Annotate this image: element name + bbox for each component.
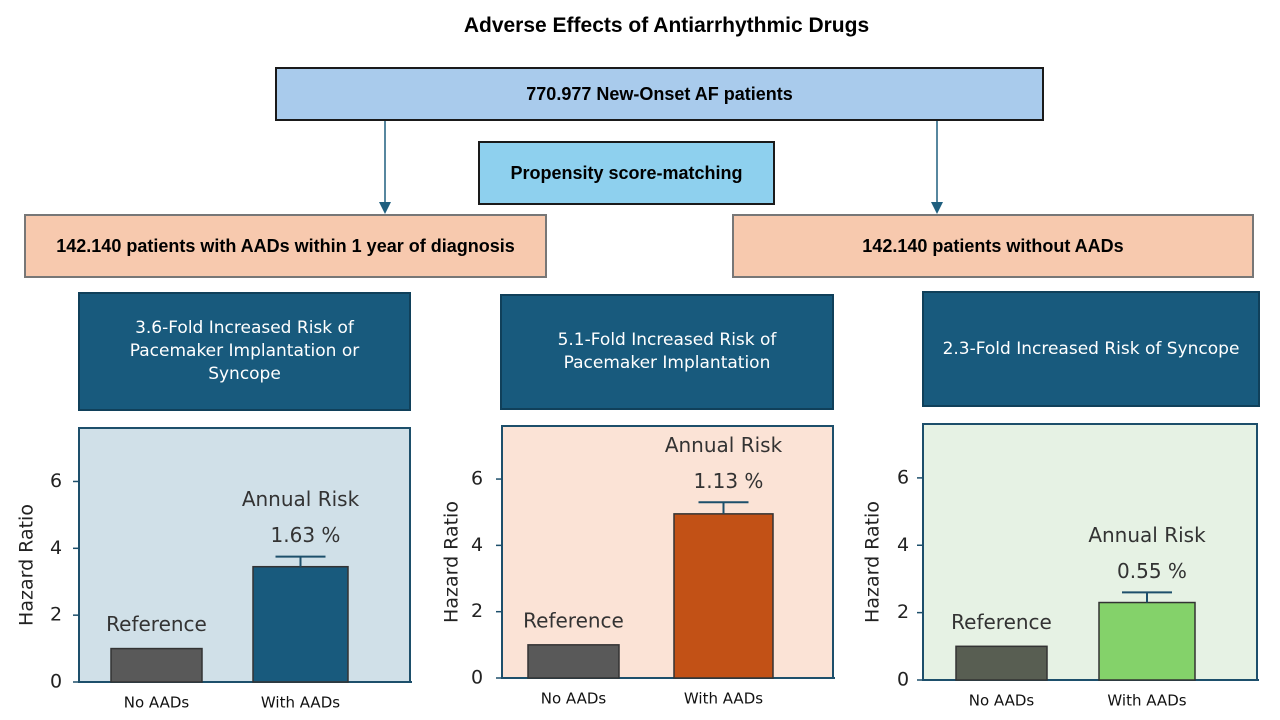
- annotation: Annual Risk: [665, 433, 783, 457]
- bar: [252, 565, 349, 683]
- y-tick-label: 2: [471, 600, 483, 622]
- x-tick-label: With AADs: [684, 690, 763, 708]
- y-tick-label: 4: [897, 534, 909, 556]
- node: Propensity score-matching: [478, 141, 775, 205]
- y-tick-label: 6: [50, 470, 62, 492]
- title: Adverse Effects of Antiarrhythmic Drugs: [463, 14, 870, 37]
- error-bar: [698, 501, 749, 514]
- annotation: Annual Risk: [242, 487, 360, 511]
- annotation: 0.55 %: [1117, 559, 1187, 583]
- x-tick-label: With AADs: [1107, 692, 1186, 710]
- plot-area: [922, 423, 1258, 681]
- y-tick-label: 6: [897, 466, 909, 488]
- annotation: Reference: [951, 610, 1052, 634]
- x-tick-label: With AADs: [261, 694, 340, 712]
- chart-subtitle: 3.6-Fold Increased Risk of Pacemaker Imp…: [78, 292, 411, 411]
- plot-area: [78, 427, 411, 683]
- y-tick-label: 4: [471, 534, 483, 556]
- node: 770.977 New-Onset AF patients: [275, 67, 1044, 121]
- y-axis-label: Hazard Ratio: [441, 501, 463, 623]
- plot-area: [501, 425, 834, 679]
- y-tick-label: 0: [50, 671, 62, 693]
- y-tick-label: 6: [471, 468, 483, 490]
- y-tick-label: 2: [50, 604, 62, 626]
- y-tick-label: 0: [897, 669, 909, 691]
- y-tick-label: 2: [897, 601, 909, 623]
- bar: [527, 644, 620, 679]
- error-bar: [1122, 591, 1172, 603]
- error-bar: [275, 555, 326, 567]
- bar: [673, 513, 774, 679]
- chart-subtitle: 2.3-Fold Increased Risk of Syncope: [922, 291, 1260, 407]
- annotation: Reference: [106, 612, 207, 636]
- bar: [110, 647, 203, 683]
- y-tick-label: 4: [50, 537, 62, 559]
- x-tick-label: No AADs: [541, 690, 607, 708]
- x-tick-label: No AADs: [124, 694, 190, 712]
- annotation: Reference: [523, 608, 624, 632]
- annotation: Annual Risk: [1088, 523, 1206, 547]
- node: 142.140 patients without AADs: [732, 214, 1254, 278]
- annotation: 1.13 %: [694, 469, 764, 493]
- y-axis-label: Hazard Ratio: [862, 501, 884, 623]
- node: 142.140 patients with AADs within 1 year…: [24, 214, 547, 278]
- bar: [1098, 601, 1196, 681]
- bar: [955, 645, 1048, 681]
- x-tick-label: No AADs: [969, 692, 1035, 710]
- y-tick-label: 0: [471, 667, 483, 689]
- y-axis-label: Hazard Ratio: [16, 504, 38, 626]
- annotation: 1.63 %: [271, 523, 341, 547]
- chart-subtitle: 5.1-Fold Increased Risk of Pacemaker Imp…: [500, 294, 834, 410]
